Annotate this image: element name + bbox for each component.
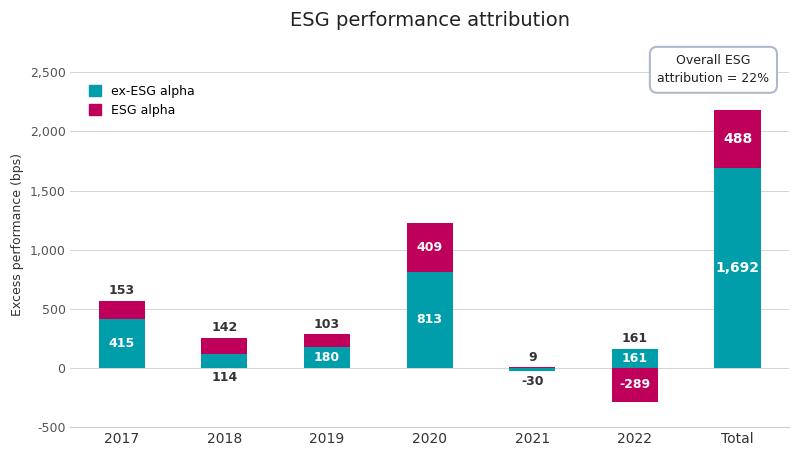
Text: 488: 488	[723, 132, 752, 146]
Text: 103: 103	[314, 318, 340, 331]
Text: 114: 114	[211, 371, 238, 384]
Text: 161: 161	[622, 352, 648, 365]
Text: 415: 415	[109, 337, 135, 350]
Bar	[509, 368, 555, 372]
Text: 153: 153	[109, 284, 134, 298]
Text: 142: 142	[211, 321, 238, 335]
Text: 813: 813	[417, 314, 442, 326]
Text: 161: 161	[622, 332, 648, 345]
Y-axis label: Excess performance (bps): Excess performance (bps)	[11, 154, 24, 316]
Text: -30: -30	[521, 375, 543, 388]
Bar	[202, 355, 247, 368]
Title: ESG performance attribution: ESG performance attribution	[290, 11, 570, 30]
Bar	[98, 319, 145, 368]
Bar	[98, 301, 145, 319]
Bar	[304, 335, 350, 346]
Bar	[714, 110, 761, 168]
Legend: ex-ESG alpha, ESG alpha: ex-ESG alpha, ESG alpha	[84, 80, 200, 122]
Text: 180: 180	[314, 351, 340, 364]
Bar	[612, 349, 658, 368]
Text: 409: 409	[417, 241, 442, 254]
Text: 1,692: 1,692	[715, 261, 759, 275]
Text: Overall ESG
attribution = 22%: Overall ESG attribution = 22%	[658, 54, 770, 85]
Text: 9: 9	[528, 351, 537, 363]
Text: -289: -289	[619, 378, 650, 392]
Bar	[304, 346, 350, 368]
Bar	[509, 367, 555, 368]
Bar	[612, 368, 658, 402]
Bar	[202, 338, 247, 355]
Bar	[406, 223, 453, 272]
Bar	[406, 272, 453, 368]
Bar	[714, 168, 761, 368]
